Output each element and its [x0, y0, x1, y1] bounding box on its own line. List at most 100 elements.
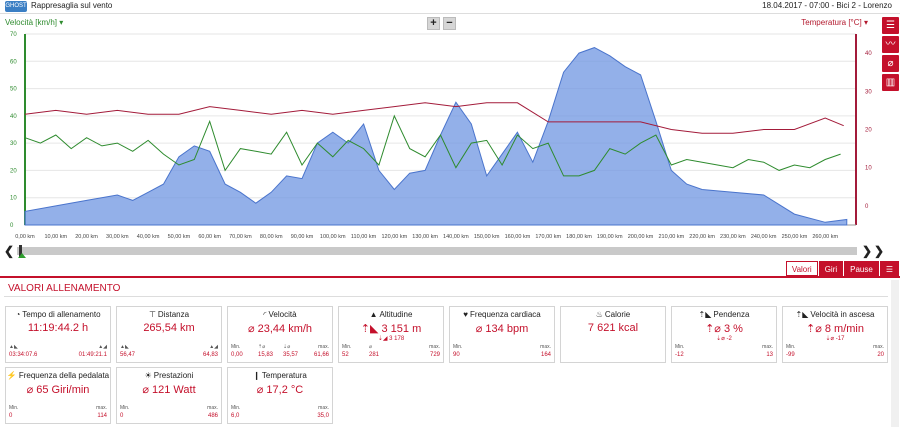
stat-label-left: ▲◣	[9, 344, 18, 350]
x-tick-label: 190,00 km	[597, 234, 623, 240]
stat-min: 90	[453, 352, 460, 358]
stat-card-distance: ⊤ Distanza 265,54 km ▲◣ ▲◢ 56,47 64,83	[116, 306, 222, 363]
tab-valori[interactable]: Valori	[785, 261, 818, 276]
cadence-icon: ⚡	[6, 371, 17, 380]
stat-label-right: ▲◢	[209, 344, 218, 350]
bar-chart-button[interactable]: ▥	[882, 74, 899, 91]
x-tick-label: 230,00 km	[720, 234, 746, 240]
distance-icon: ⊤	[148, 310, 156, 319]
heart-rate-icon: ♥	[463, 310, 469, 319]
x-tick-label: 200,00 km	[628, 234, 654, 240]
scroll-left-icon[interactable]: ❮	[4, 244, 15, 258]
stat-value: ⇡⌀ 3 %	[705, 323, 743, 335]
x-tick-label: 40,00 km	[137, 234, 160, 240]
stat-label-mid2: ⇣⌀	[283, 344, 291, 350]
left-axis-selector[interactable]: Velocità [km/h] ▾	[5, 18, 64, 27]
zoom-in-button[interactable]: +	[427, 17, 440, 30]
stat-value: 11:19:44.2 h	[27, 322, 89, 334]
stat-value: ⇡⌀ 8 m/min	[805, 323, 864, 335]
speed-icon: ◜	[263, 310, 267, 319]
position-marker-icon	[18, 253, 26, 258]
stat-title: Pendenza	[713, 310, 750, 319]
x-tick-label: 80,00 km	[260, 234, 283, 240]
stat-title: Tempo di allenamento	[22, 310, 101, 319]
temperature-icon: ❙	[253, 371, 260, 380]
stat-label-right: max.	[96, 405, 107, 411]
stat-card-temperature: ❙ Temperatura ⌀ 17,2 °C Min. max. 6,0 35,0	[227, 367, 333, 424]
x-tick-label: 120,00 km	[381, 234, 407, 240]
panel-scrollbar[interactable]	[891, 280, 899, 427]
stat-card-speed: ◜ Velocità ⌀ 23,44 km/h Min. ⇡⌀ ⇣⌀ max. 0,00 15,…	[227, 306, 333, 363]
stat-value: ⌀ 134 bpm	[475, 323, 529, 335]
tab-giri[interactable]: Giri	[818, 261, 844, 276]
timeline-scrubber[interactable]: ❮ ❯ ❯	[0, 244, 900, 258]
stat-max: 486	[207, 413, 218, 419]
x-tick-label: 250,00 km	[782, 234, 808, 240]
stat-max: 61,66	[313, 352, 329, 358]
line-chart-button[interactable]: 〰	[882, 36, 899, 53]
x-tick-label: 220,00 km	[689, 234, 715, 240]
right-axis-selector[interactable]: Temperatura [°C] ▾	[801, 18, 868, 27]
left-tick-label: 10	[10, 196, 17, 202]
x-tick-label: 160,00 km	[505, 234, 531, 240]
x-tick-label: 210,00 km	[658, 234, 684, 240]
stat-label-left: Min.	[342, 344, 352, 350]
right-tick-label: 10	[865, 166, 872, 172]
gradient-icon: ⇡◣	[698, 310, 712, 319]
temperature-line	[24, 102, 844, 134]
right-tick-label: 0	[865, 204, 869, 210]
altitude-icon: ▲	[369, 310, 378, 319]
stat-value: ⇡◣ 3 151 m	[360, 323, 422, 335]
stat-title: Temperatura	[261, 371, 307, 380]
stat-label-right: max.	[762, 344, 773, 350]
stat-card-cadence: ⚡ Frequenza della pedalata ⌀ 65 Giri/min Mi…	[5, 367, 111, 424]
tab-pause[interactable]: Pause	[844, 261, 879, 276]
left-tick-label: 40	[10, 114, 17, 120]
stat-title: Frequenza della pedalata	[18, 371, 110, 380]
zoom-out-button[interactable]: −	[443, 17, 456, 30]
stat-min: 03:34:07.6	[9, 352, 38, 358]
scroll-right-end-icon[interactable]: ❯	[874, 244, 885, 258]
stat-min: 52	[342, 352, 349, 358]
panel-divider	[0, 276, 900, 278]
stat-card-altitude: ▲ Altitudine ⇡◣ 3 151 m ⇣◢ 3 178 Min. ⌀ max. 52…	[338, 306, 444, 363]
stat-title: Velocità in ascesa	[810, 310, 875, 319]
stat-subvalue: ⇣⌀ -17	[825, 336, 845, 342]
training-chart[interactable]: 0 10 20 30 40 50 60 70 0 10 20 30 40 0,00 km 10,00 km 2…	[0, 30, 880, 244]
left-tick-label: 30	[10, 141, 17, 147]
stat-mid1: 15,83	[258, 352, 274, 358]
chevron-down-icon: ▾	[59, 18, 64, 27]
list-icon: ☰	[886, 20, 895, 31]
stat-min: 0	[120, 413, 124, 419]
stat-card-power: ☀ Prestazioni ⌀ 121 Watt Min. max. 0 486	[116, 367, 222, 424]
average-button[interactable]: ⌀	[882, 55, 899, 72]
list-view-button[interactable]: ☰	[882, 17, 899, 34]
session-info: 18.04.2017 - 07:00 - Bici 2 - Lorenzo	[762, 1, 892, 10]
calories-icon: ♨	[595, 310, 603, 319]
stat-label-left: Min.	[120, 405, 130, 411]
stat-subvalue: ⇣⌀ -2	[716, 336, 732, 342]
power-icon: ☀	[144, 371, 152, 380]
line-chart-icon: 〰	[885, 39, 896, 50]
scrubber-handle[interactable]	[19, 245, 22, 257]
stat-label-left: Min.	[231, 344, 241, 350]
x-tick-label: 30,00 km	[106, 234, 129, 240]
stat-max: 729	[429, 352, 440, 358]
scroll-right-icon[interactable]: ❯	[862, 244, 873, 258]
tab-list[interactable]: ☰	[879, 261, 899, 276]
scrubber-track[interactable]	[17, 247, 857, 255]
stat-min: -12	[675, 352, 684, 358]
panel-tabs: Valori Giri Pause ☰	[785, 261, 899, 276]
x-tick-label: 60,00 km	[198, 234, 221, 240]
stat-min: 56,47	[120, 352, 136, 358]
stat-subvalue: ⇣◢ 3 178	[377, 336, 405, 342]
stat-mid2: 35,57	[283, 352, 299, 358]
stat-max: 64,83	[202, 352, 218, 358]
chevron-down-icon: ▾	[863, 18, 868, 27]
x-tick-label: 110,00 km	[351, 234, 377, 240]
stat-max: 164	[540, 352, 551, 358]
stat-value: 7 621 kcal	[587, 322, 639, 334]
stat-max: 20	[877, 352, 884, 358]
stat-label-left: Min.	[675, 344, 685, 350]
left-tick-label: 0	[10, 223, 14, 229]
